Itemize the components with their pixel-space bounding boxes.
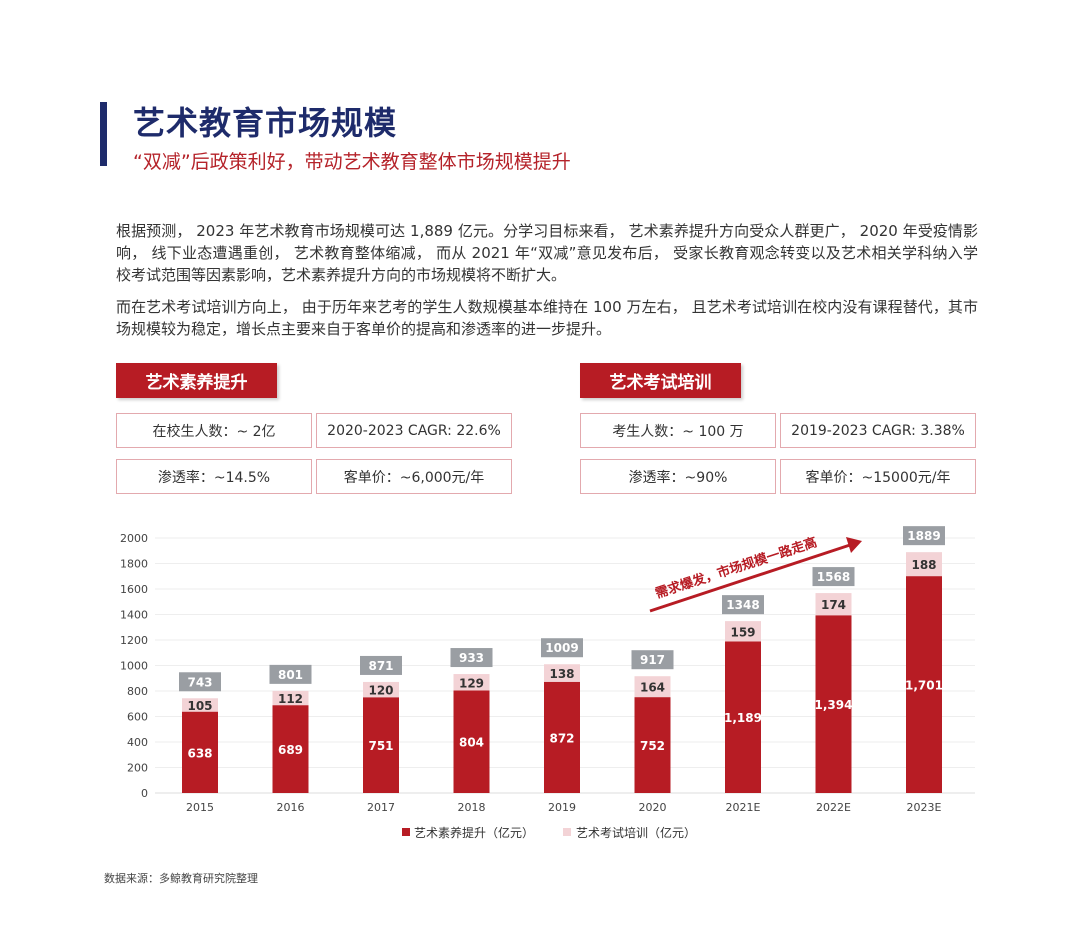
paragraph-1: 根据预测， 2023 年艺术教育市场规模可达 1,889 亿元。分学习目标来看，… <box>116 222 978 284</box>
page-title: 艺术教育市场规模 <box>133 104 398 142</box>
y-tick-label: 2000 <box>120 532 148 545</box>
total-label-box <box>541 638 583 658</box>
bar-art-exam <box>634 676 671 698</box>
stat-card: 2019-2023 CAGR: 3.38% <box>780 413 976 448</box>
legend-label: 艺术素养提升（亿元） <box>414 825 534 840</box>
bar-art-exam <box>544 664 580 682</box>
y-tick-label: 1200 <box>120 634 148 647</box>
section-heading-art-exam: 艺术考试培训 <box>580 363 741 398</box>
stat-card: 2020-2023 CAGR: 22.6% <box>316 413 512 448</box>
bar-art-literacy <box>363 697 399 793</box>
y-tick-label: 1000 <box>120 660 148 673</box>
x-tick-label: 2023E <box>907 801 942 814</box>
data-label: 1,701 <box>905 679 943 693</box>
data-label: 159 <box>730 625 755 639</box>
y-tick-label: 800 <box>127 685 148 698</box>
data-label: 872 <box>549 731 574 745</box>
section-heading-art-literacy: 艺术素养提升 <box>116 363 277 398</box>
bar-art-literacy <box>725 641 761 793</box>
total-label: 933 <box>459 651 484 665</box>
total-label-box <box>360 655 402 675</box>
x-tick-label: 2022E <box>816 801 851 814</box>
data-label: 112 <box>278 692 303 706</box>
x-tick-label: 2021E <box>726 801 761 814</box>
y-tick-label: 600 <box>127 711 148 724</box>
y-tick-label: 1800 <box>120 558 148 571</box>
total-label: 1568 <box>817 570 850 584</box>
bar-art-literacy <box>815 615 852 793</box>
y-tick-label: 1600 <box>120 583 148 596</box>
title-accent-bar <box>100 102 107 166</box>
x-tick-label: 2016 <box>277 801 305 814</box>
stat-card: 渗透率：~14.5% <box>116 459 312 494</box>
bar-art-literacy <box>906 576 942 793</box>
data-label: 120 <box>368 684 393 698</box>
x-tick-label: 2015 <box>186 801 214 814</box>
bar-art-exam <box>182 698 218 712</box>
bar-art-exam <box>906 552 942 577</box>
data-label: 638 <box>187 746 212 760</box>
bar-art-exam <box>453 674 490 691</box>
total-label: 801 <box>278 668 303 682</box>
legend-swatch <box>402 828 410 836</box>
total-label: 917 <box>640 653 665 667</box>
stat-card: 在校生人数：~ 2亿 <box>116 413 312 448</box>
total-label: 871 <box>368 659 393 673</box>
data-label: 1,189 <box>724 711 762 725</box>
x-tick-label: 2020 <box>639 801 667 814</box>
trend-arrow-head <box>846 537 862 553</box>
data-label: 1,394 <box>815 698 853 712</box>
stat-card: 考生人数：~ 100 万 <box>580 413 776 448</box>
total-label-box <box>722 595 764 615</box>
y-tick-label: 0 <box>141 787 148 800</box>
total-label-box <box>269 664 312 684</box>
bar-art-exam <box>363 681 399 698</box>
bar-art-exam <box>815 593 852 616</box>
bar-art-literacy <box>634 697 671 793</box>
legend-label: 艺术考试培训（亿元） <box>576 825 696 840</box>
data-label: 105 <box>187 699 212 713</box>
data-label: 174 <box>821 598 846 612</box>
total-label: 1348 <box>726 598 759 612</box>
data-label: 129 <box>459 676 484 690</box>
data-label: 751 <box>368 739 393 753</box>
data-label: 804 <box>459 736 484 750</box>
y-tick-label: 1400 <box>120 609 148 622</box>
data-source: 数据来源：多鲸教育研究院整理 <box>104 872 258 885</box>
stat-card: 客单价：~6,000元/年 <box>316 459 512 494</box>
legend-swatch <box>563 828 571 836</box>
data-label: 164 <box>640 681 665 695</box>
total-label-box <box>179 672 221 692</box>
bar-art-literacy <box>453 690 490 793</box>
y-tick-label: 400 <box>127 736 148 749</box>
stat-card: 渗透率：~90% <box>580 459 776 494</box>
bar-art-literacy <box>544 681 580 793</box>
total-label-box <box>631 650 674 670</box>
stat-card: 客单价：~15000元/年 <box>780 459 976 494</box>
bar-art-exam <box>272 690 309 706</box>
trend-arrow-line <box>649 543 851 613</box>
x-tick-label: 2018 <box>458 801 486 814</box>
y-tick-label: 200 <box>127 762 148 775</box>
total-label: 743 <box>187 675 212 689</box>
data-label: 752 <box>640 739 665 753</box>
data-label: 188 <box>911 558 936 572</box>
data-label: 138 <box>549 667 574 681</box>
page-subtitle: “双减”后政策利好，带动艺术教育整体市场规模提升 <box>133 151 571 173</box>
total-label: 1889 <box>907 529 940 543</box>
total-label: 1009 <box>545 641 578 655</box>
x-tick-label: 2017 <box>367 801 395 814</box>
total-label-box <box>903 526 945 546</box>
bar-art-literacy <box>182 711 218 793</box>
bar-art-literacy <box>272 705 309 793</box>
total-label-box <box>812 567 855 587</box>
data-label: 689 <box>278 743 303 757</box>
trend-annotation: 需求爆发，市场规模一路走高 <box>653 534 819 601</box>
bar-art-exam <box>725 621 761 642</box>
paragraph-2: 而在艺术考试培训方向上， 由于历年来艺考的学生人数规模基本维持在 100 万左右… <box>116 298 978 338</box>
total-label-box <box>450 648 493 668</box>
x-tick-label: 2019 <box>548 801 576 814</box>
